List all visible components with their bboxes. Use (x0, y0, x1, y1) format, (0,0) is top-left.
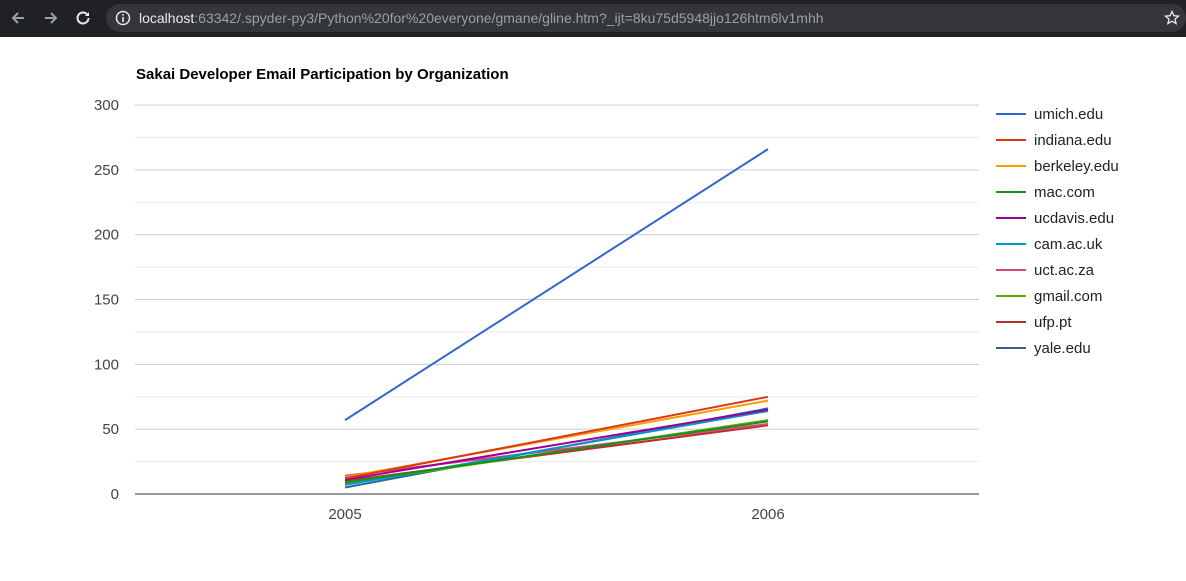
y-tick-label: 200 (94, 227, 119, 244)
arrow-left-icon[interactable] (6, 6, 30, 30)
y-tick-label: 100 (94, 356, 119, 373)
series-line (344, 420, 769, 484)
star-icon[interactable] (1163, 9, 1181, 31)
legend-entry: berkeley.edu (1034, 158, 1119, 175)
reload-icon[interactable] (71, 6, 95, 30)
y-tick-label: 150 (94, 292, 119, 309)
series-line (344, 423, 769, 477)
legend-entry: cam.ac.uk (1034, 236, 1103, 253)
info-icon[interactable] (115, 10, 131, 31)
arrow-right-icon[interactable] (39, 6, 63, 30)
y-tick-label: 0 (111, 486, 119, 503)
y-tick-label: 50 (102, 421, 119, 438)
y-tick-label: 250 (94, 162, 119, 179)
legend-entry: ucdavis.edu (1034, 210, 1114, 227)
legend-entry: umich.edu (1034, 106, 1103, 123)
x-tick-label: 2006 (751, 506, 784, 523)
legend-entry: indiana.edu (1034, 132, 1112, 149)
address-bar[interactable] (106, 4, 1186, 32)
chart-title: Sakai Developer Email Participation by O… (136, 66, 509, 83)
series-line (344, 408, 769, 481)
x-tick-label: 2005 (328, 506, 361, 523)
legend-entry: mac.com (1034, 184, 1095, 201)
url-text[interactable]: localhost:63342/.spyder-py3/Python%20for… (139, 9, 824, 27)
series-line (344, 395, 769, 480)
series-line (344, 148, 769, 421)
legend-entry: ufp.pt (1034, 314, 1072, 331)
url-path: :63342/.spyder-py3/Python%20for%20everyo… (194, 10, 824, 26)
browser-toolbar: localhost:63342/.spyder-py3/Python%20for… (0, 0, 1186, 37)
y-tick-label: 300 (94, 97, 119, 114)
legend-entry: yale.edu (1034, 340, 1091, 357)
url-host: localhost (139, 10, 195, 26)
legend-entry: uct.ac.za (1034, 262, 1095, 279)
legend-entry: gmail.com (1034, 288, 1102, 305)
